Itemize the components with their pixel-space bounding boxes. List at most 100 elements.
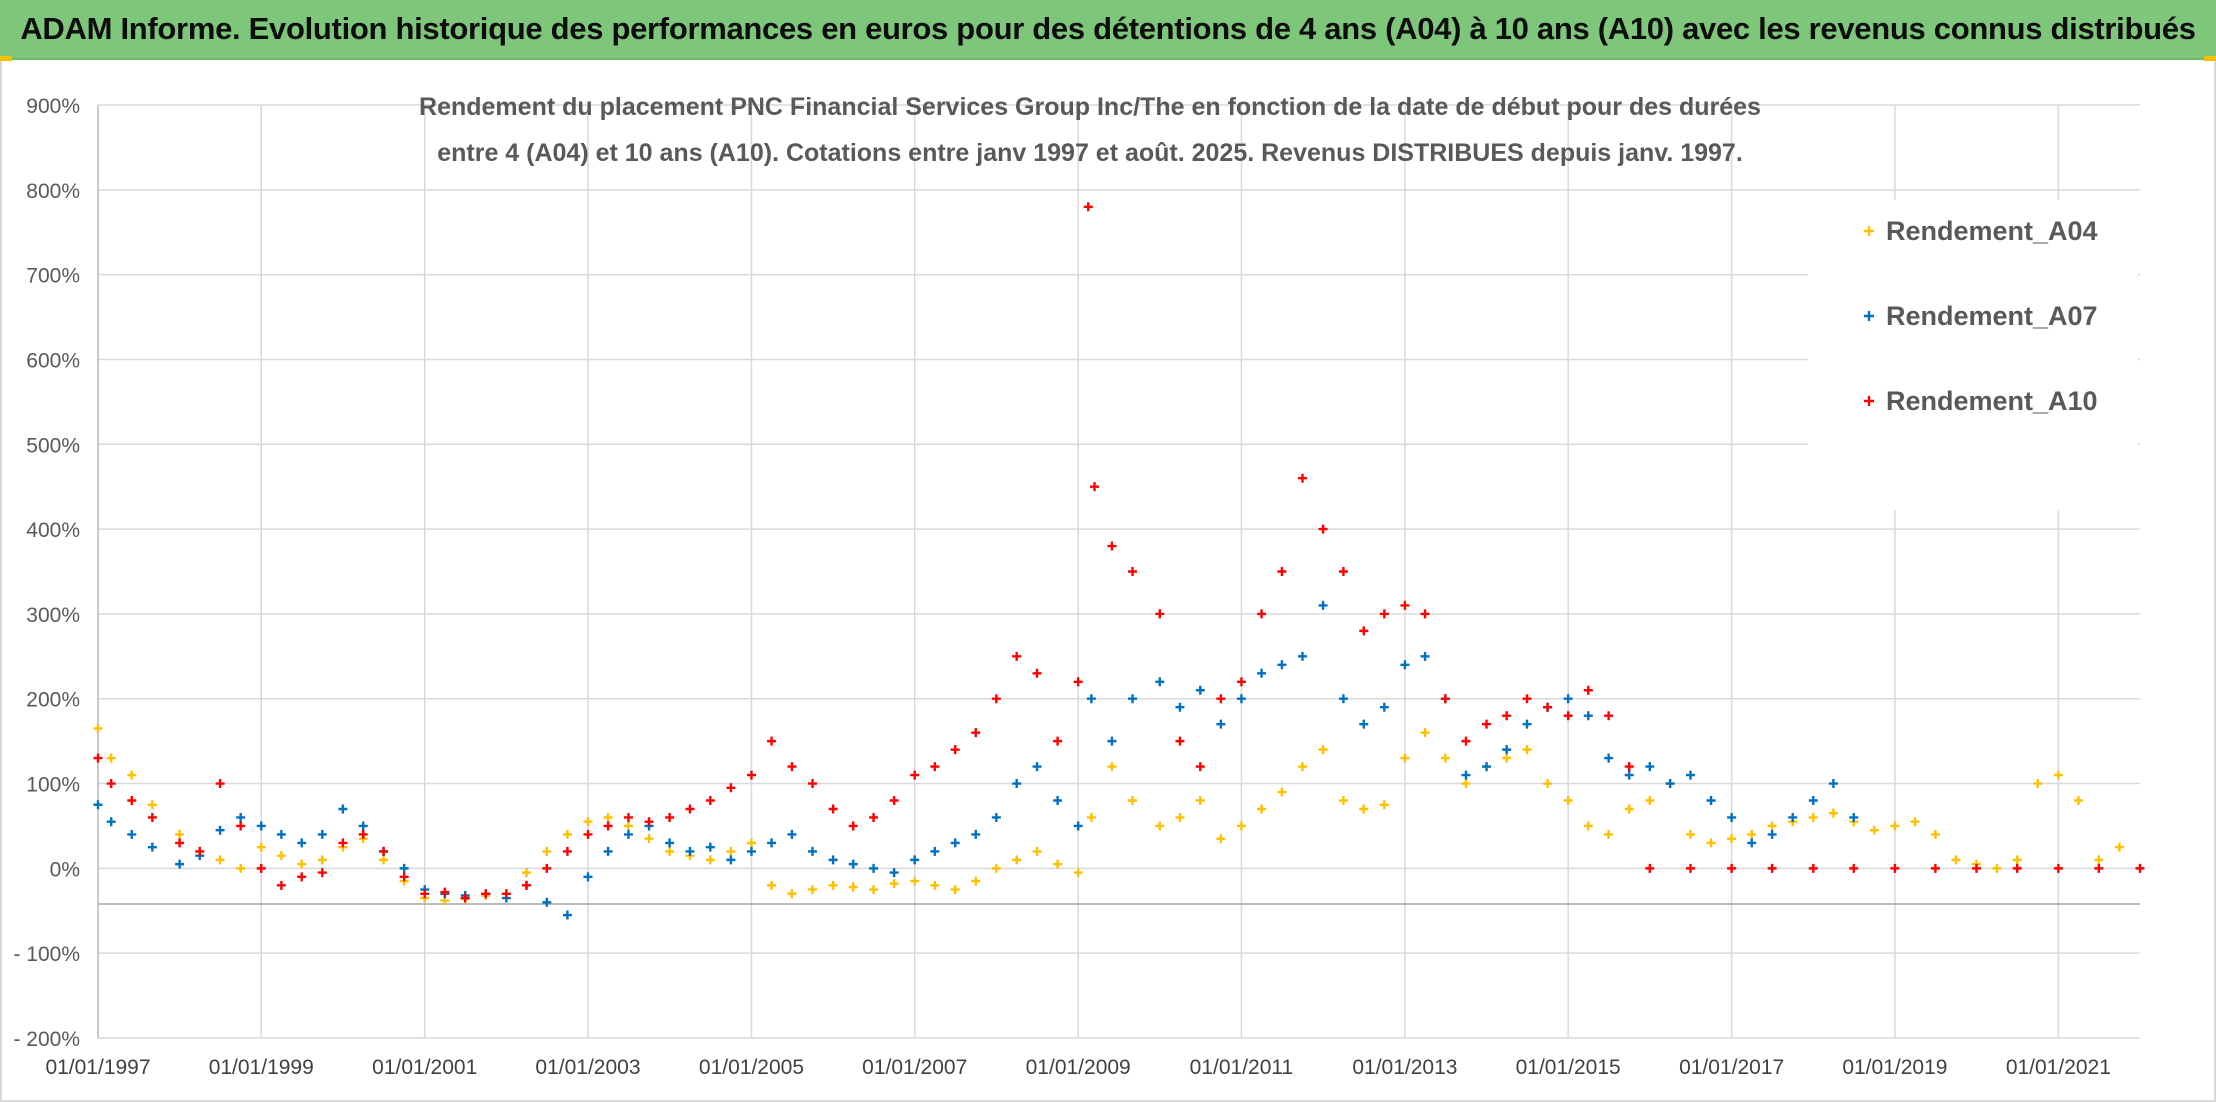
series-Rendement_A07 xyxy=(93,600,1859,920)
data-point xyxy=(276,851,286,861)
data-point xyxy=(1461,736,1471,746)
data-point xyxy=(1053,736,1063,746)
data-point xyxy=(1155,677,1165,687)
data-point xyxy=(1175,736,1185,746)
data-point xyxy=(685,804,695,814)
data-point xyxy=(147,800,157,810)
data-point xyxy=(746,838,756,848)
y-tick-label: 300% xyxy=(26,604,80,627)
data-point xyxy=(379,855,389,865)
data-point xyxy=(2094,863,2104,873)
data-point xyxy=(787,762,797,772)
data-point xyxy=(1297,473,1307,483)
data-point xyxy=(1107,736,1117,746)
data-point xyxy=(848,882,858,892)
data-point xyxy=(297,872,307,882)
data-point xyxy=(215,779,225,789)
x-tick-label: 01/01/2021 xyxy=(2006,1056,2111,1079)
data-point xyxy=(1216,694,1226,704)
data-point xyxy=(1379,702,1389,712)
legend-label: Rendement_A10 xyxy=(1886,386,2098,416)
data-point xyxy=(501,889,511,899)
data-point xyxy=(127,770,137,780)
data-point xyxy=(1502,745,1512,755)
data-point xyxy=(808,846,818,856)
data-point xyxy=(1440,694,1450,704)
y-tick-label: 800% xyxy=(26,180,80,203)
data-point xyxy=(1624,762,1634,772)
data-point xyxy=(1747,838,1757,848)
data-point xyxy=(147,842,157,852)
data-point xyxy=(1808,796,1818,806)
axes: 900% 800% 700% 600% 500% 400% 300% 200% 100% 0% - … xyxy=(13,95,2140,1079)
legend-background xyxy=(1808,200,2138,510)
data-point xyxy=(317,829,327,839)
data-point xyxy=(991,694,1001,704)
data-point xyxy=(1767,863,1777,873)
legend-marker xyxy=(1864,311,1874,321)
data-point xyxy=(317,868,327,878)
data-point xyxy=(1257,668,1267,678)
chart-title-line-2: entre 4 (A04) et 10 ans (A10). Cotations… xyxy=(437,139,1743,167)
data-point xyxy=(603,846,613,856)
data-point xyxy=(665,846,675,856)
data-point xyxy=(910,770,920,780)
data-point xyxy=(1706,796,1716,806)
data-point xyxy=(930,846,940,856)
legend-marker xyxy=(1864,396,1874,406)
data-point xyxy=(195,846,205,856)
data-point xyxy=(1482,719,1492,729)
data-point xyxy=(1930,829,1940,839)
data-point xyxy=(583,872,593,882)
y-tick-label: 500% xyxy=(26,434,80,457)
data-point xyxy=(1216,834,1226,844)
x-tick-label: 01/01/2001 xyxy=(372,1056,477,1079)
data-point xyxy=(1604,711,1614,721)
data-point xyxy=(705,842,715,852)
data-point xyxy=(2012,863,2022,873)
data-point xyxy=(1910,817,1920,827)
data-point xyxy=(1522,745,1532,755)
data-point xyxy=(256,842,266,852)
data-point xyxy=(726,846,736,856)
y-tick-label: 100% xyxy=(26,774,80,797)
data-point xyxy=(1236,821,1246,831)
data-point xyxy=(521,880,531,890)
data-point xyxy=(1195,685,1205,695)
data-point xyxy=(705,855,715,865)
data-point xyxy=(726,783,736,793)
data-point xyxy=(2033,779,2043,789)
data-point xyxy=(726,855,736,865)
data-point xyxy=(665,838,675,848)
data-point xyxy=(256,821,266,831)
data-point xyxy=(623,829,633,839)
data-point xyxy=(93,723,103,733)
data-point xyxy=(1236,694,1246,704)
data-point xyxy=(991,812,1001,822)
data-point xyxy=(1107,762,1117,772)
x-tick-label: 01/01/2011 xyxy=(1190,1056,1294,1079)
data-point xyxy=(767,736,777,746)
data-point xyxy=(175,859,185,869)
data-point xyxy=(1420,651,1430,661)
data-point xyxy=(1890,863,1900,873)
data-point xyxy=(562,910,572,920)
data-point xyxy=(542,846,552,856)
data-point xyxy=(808,779,818,789)
data-point xyxy=(215,825,225,835)
data-point xyxy=(971,829,981,839)
data-point xyxy=(1502,753,1512,763)
y-tick-label: 400% xyxy=(26,519,80,542)
data-point xyxy=(1440,753,1450,763)
data-point xyxy=(542,863,552,873)
scatter-chart: 900% 800% 700% 600% 500% 400% 300% 200% 100% 0% - … xyxy=(13,93,2145,1079)
data-point xyxy=(276,829,286,839)
data-point xyxy=(950,745,960,755)
data-point xyxy=(1032,846,1042,856)
x-tick-label: 01/01/2007 xyxy=(862,1056,967,1079)
data-point xyxy=(787,889,797,899)
data-point xyxy=(1747,829,1757,839)
data-point xyxy=(1828,779,1838,789)
data-point xyxy=(1359,626,1369,636)
data-point xyxy=(1277,660,1287,670)
